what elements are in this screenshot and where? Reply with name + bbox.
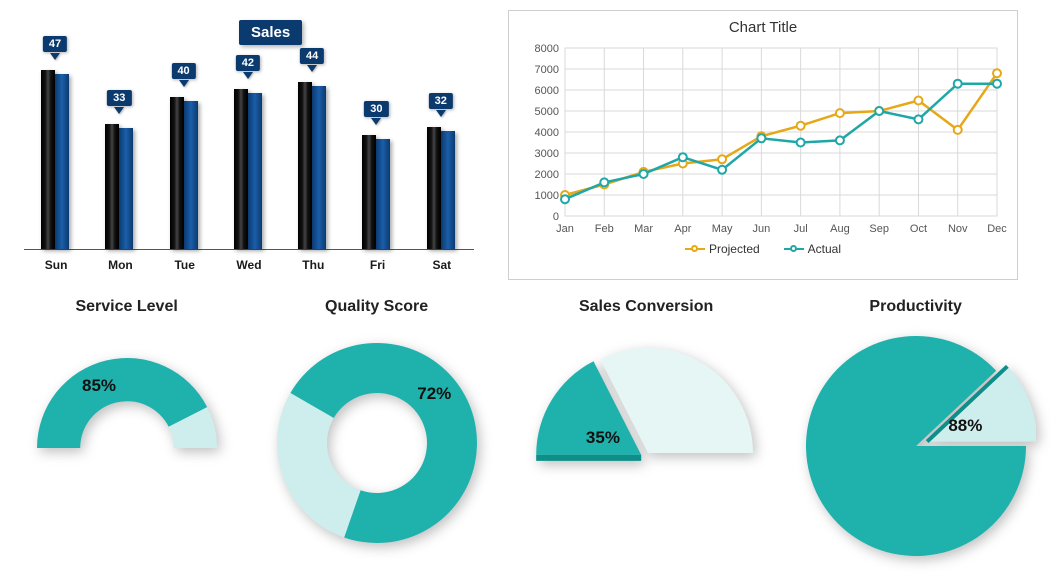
sales-bar-title: Sales [239,20,302,45]
sales-bar-chart: Sales 47334042443032 SunMonTueWedThuFriS… [14,10,484,280]
service-level-panel: Service Level 85% [14,298,239,463]
svg-text:7000: 7000 [535,64,559,76]
svg-text:Nov: Nov [948,223,968,235]
svg-text:4000: 4000 [535,127,559,139]
svg-text:3000: 3000 [535,148,559,160]
bar-axis-label-fri: Fri [355,258,399,272]
bar-axis-label-thu: Thu [291,258,335,272]
svg-text:2000: 2000 [535,169,559,181]
quality-score-panel: Quality Score 72% [249,298,504,563]
svg-text:Feb: Feb [595,223,614,235]
sales-conversion-chart [526,328,766,468]
sales-conversion-title: Sales Conversion [514,298,778,316]
line-chart-legend: Projected Actual [521,242,1005,256]
bar-axis-label-wed: Wed [227,258,271,272]
svg-text:5000: 5000 [535,106,559,118]
productivity-panel: Productivity 88% [788,298,1043,573]
productivity-chart [796,328,1036,568]
svg-text:Jan: Jan [556,223,574,235]
svg-text:8000: 8000 [535,43,559,55]
legend-actual: Actual [784,242,841,256]
bar-axis-label-tue: Tue [163,258,207,272]
svg-text:Oct: Oct [910,223,927,235]
bar-axis-label-mon: Mon [98,258,142,272]
service-level-title: Service Level [14,298,239,316]
svg-text:May: May [712,223,733,235]
sales-conversion-value: 35% [586,428,620,448]
bar-axis-label-sat: Sat [420,258,464,272]
svg-text:Jul: Jul [794,223,808,235]
line-chart-title: Chart Title [521,19,1005,36]
quality-score-chart [262,328,492,558]
quality-score-title: Quality Score [249,298,504,316]
svg-text:0: 0 [553,211,559,223]
svg-text:Sep: Sep [869,223,889,235]
svg-text:Jun: Jun [752,223,770,235]
service-level-value: 85% [82,376,116,396]
svg-text:Aug: Aug [830,223,850,235]
line-chart-plot: 0 1000 2000 3000 4000 5000 6000 7000 8000 Jan Feb M… [521,40,1007,240]
productivity-value: 88% [948,416,982,436]
bar-axis-label-sun: Sun [34,258,78,272]
svg-text:Mar: Mar [634,223,653,235]
svg-text:Dec: Dec [987,223,1007,235]
svg-text:6000: 6000 [535,85,559,97]
svg-text:1000: 1000 [535,190,559,202]
productivity-title: Productivity [788,298,1043,316]
sales-conversion-panel: Sales Conversion 35% [514,298,778,473]
service-level-chart [22,328,232,458]
legend-projected: Projected [685,242,760,256]
svg-text:Apr: Apr [674,223,691,235]
quality-score-value: 72% [417,384,451,404]
line-chart: Chart Title 0 1000 2000 3000 4000 5000 6000 700… [508,10,1018,280]
